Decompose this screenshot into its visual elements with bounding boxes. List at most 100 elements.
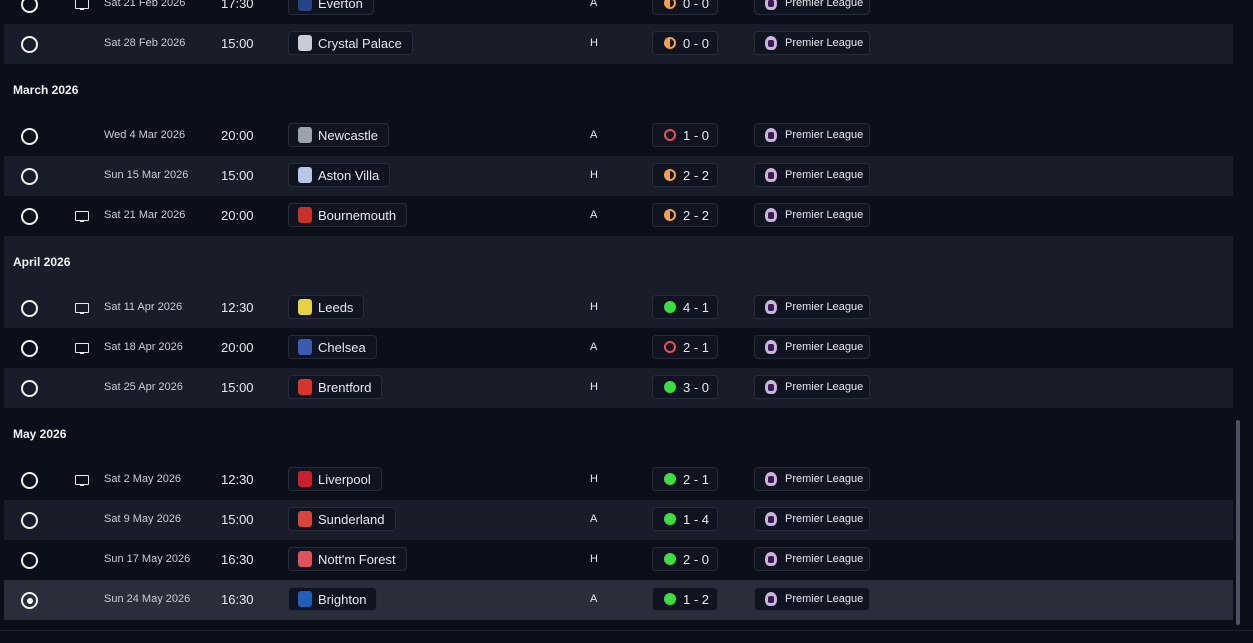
venue: A [590, 593, 598, 605]
venue: H [590, 37, 598, 49]
win-indicator-icon [664, 381, 676, 393]
result-badge[interactable]: 2 - 1 [652, 467, 718, 491]
result-badge[interactable]: 2 - 1 [652, 335, 718, 359]
team-name: Aston Villa [318, 167, 380, 183]
select-radio[interactable] [21, 128, 38, 145]
competition-button[interactable]: Premier League [754, 295, 870, 319]
premier-league-icon [765, 0, 777, 10]
fixture-row[interactable]: Sat 25 Apr 2026 15:00 Brentford H 3 - 0 Premi… [4, 368, 1233, 408]
team-button[interactable]: Everton [288, 0, 374, 15]
venue: A [590, 341, 598, 353]
team-button[interactable]: Sunderland [288, 507, 396, 531]
scrollbar[interactable] [1236, 420, 1240, 625]
match-date: Sat 9 May 2026 [104, 513, 182, 525]
fixture-row[interactable]: Sat 18 Apr 2026 20:00 Chelsea A 2 - 1 Premier… [4, 328, 1233, 368]
fixture-row[interactable]: Sun 17 May 2026 16:30 Nott'm Forest H 2 - 0 P… [4, 540, 1233, 580]
competition-name: Premier League [785, 37, 864, 49]
fixture-row[interactable]: Sat 21 Mar 2026 20:00 Bournemouth A 2 - 2 Pre… [4, 196, 1233, 236]
select-radio[interactable] [21, 208, 38, 225]
competition-button[interactable]: Premier League [754, 31, 870, 55]
match-date: Sat 18 Apr 2026 [104, 341, 183, 353]
competition-button[interactable]: Premier League [754, 203, 870, 227]
score: 2 - 1 [683, 471, 710, 487]
team-button[interactable]: Brighton [288, 587, 378, 611]
competition-name: Premier League [785, 169, 864, 181]
select-radio[interactable] [21, 512, 38, 529]
premier-league-icon [765, 208, 777, 222]
team-crest-icon [298, 339, 312, 355]
team-button[interactable]: Liverpool [288, 467, 382, 491]
venue: A [590, 129, 598, 141]
score: 2 - 1 [683, 339, 710, 355]
competition-button[interactable]: Premier League [754, 547, 870, 571]
fixture-row[interactable]: Sat 11 Apr 2026 12:30 Leeds H 4 - 1 Premier L… [4, 288, 1233, 328]
match-date: Sat 2 May 2026 [104, 473, 182, 485]
score: 1 - 4 [683, 511, 710, 527]
team-button[interactable]: Crystal Palace [288, 31, 413, 55]
venue: H [590, 301, 598, 313]
result-badge[interactable]: 1 - 4 [652, 507, 718, 531]
select-radio[interactable] [21, 36, 38, 53]
fixture-row[interactable]: Sat 21 Feb 2026 17:30 Everton A 0 - 0 Premier… [4, 0, 1233, 24]
result-badge[interactable]: 0 - 0 [652, 31, 718, 55]
team-name: Newcastle [318, 127, 378, 143]
fixture-row[interactable]: Sun 24 May 2026 16:30 Brighton A 1 - 2 Premie… [4, 580, 1233, 620]
select-radio[interactable] [21, 168, 38, 185]
competition-button[interactable]: Premier League [754, 123, 870, 147]
premier-league-icon [765, 512, 777, 526]
tv-icon [75, 0, 89, 10]
competition-button[interactable]: Premier League [754, 0, 870, 15]
select-radio[interactable] [21, 340, 38, 357]
fixture-row[interactable]: Wed 4 Mar 2026 20:00 Newcastle A 1 - 0 Premie… [4, 116, 1233, 156]
score: 0 - 0 [683, 35, 710, 51]
match-date: Sat 28 Feb 2026 [104, 37, 186, 49]
competition-button[interactable]: Premier League [754, 335, 870, 359]
premier-league-icon [765, 128, 777, 142]
fixture-row[interactable]: Sat 2 May 2026 12:30 Liverpool H 2 - 1 Premie… [4, 460, 1233, 500]
team-button[interactable]: Bournemouth [288, 203, 408, 227]
competition-button[interactable]: Premier League [754, 507, 870, 531]
select-radio[interactable] [21, 380, 38, 397]
kickoff-time: 12:30 [221, 300, 254, 315]
competition-button[interactable]: Premier League [754, 587, 870, 611]
select-radio[interactable] [21, 0, 38, 13]
team-button[interactable]: Newcastle [288, 123, 389, 147]
fixture-row[interactable]: Sat 28 Feb 2026 15:00 Crystal Palace H 0 - 0… [4, 24, 1233, 64]
team-button[interactable]: Chelsea [288, 335, 377, 359]
premier-league-icon [765, 36, 777, 50]
month-label: May 2026 [13, 427, 67, 441]
result-badge[interactable]: 1 - 2 [652, 587, 718, 611]
fixture-row[interactable]: Sun 15 Mar 2026 15:00 Aston Villa H 2 - 2 Pre… [4, 156, 1233, 196]
result-badge[interactable]: 2 - 2 [652, 203, 718, 227]
competition-button[interactable]: Premier League [754, 375, 870, 399]
result-badge[interactable]: 2 - 0 [652, 547, 718, 571]
competition-name: Premier League [785, 473, 864, 485]
team-button[interactable]: Aston Villa [288, 163, 391, 187]
result-badge[interactable]: 3 - 0 [652, 375, 718, 399]
competition-button[interactable]: Premier League [754, 163, 870, 187]
select-radio[interactable] [21, 300, 38, 317]
competition-button[interactable]: Premier League [754, 467, 870, 491]
team-crest-icon [298, 379, 312, 395]
draw-indicator-icon [664, 169, 676, 181]
premier-league-icon [765, 472, 777, 486]
result-badge[interactable]: 4 - 1 [652, 295, 718, 319]
team-button[interactable]: Nott'm Forest [288, 547, 407, 571]
select-radio[interactable] [21, 552, 38, 569]
competition-name: Premier League [785, 209, 864, 221]
win-indicator-icon [664, 553, 676, 565]
select-radio[interactable] [21, 472, 38, 489]
result-badge[interactable]: 2 - 2 [652, 163, 718, 187]
score: 4 - 1 [683, 299, 710, 315]
team-button[interactable]: Brentford [288, 375, 383, 399]
result-badge[interactable]: 1 - 0 [652, 123, 718, 147]
team-button[interactable]: Leeds [288, 295, 365, 319]
team-name: Liverpool [318, 471, 371, 487]
select-radio[interactable] [21, 592, 38, 609]
month-header: May 2026 [4, 408, 1233, 460]
score: 2 - 2 [683, 207, 710, 223]
team-name: Brighton [318, 591, 367, 607]
fixture-row[interactable]: Sat 9 May 2026 15:00 Sunderland A 1 - 4 Premi… [4, 500, 1233, 540]
result-badge[interactable]: 0 - 0 [652, 0, 718, 15]
month-header: March 2026 [4, 64, 1233, 116]
